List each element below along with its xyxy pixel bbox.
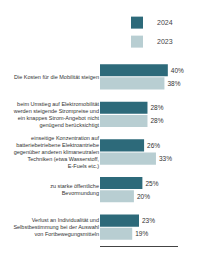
svg-text:25%: 25%: [145, 180, 158, 187]
svg-text:33%: 33%: [159, 155, 172, 162]
svg-text:Die Kosten für die Mobilität s: Die Kosten für die Mobilität steigen: [14, 74, 99, 80]
svg-text:Verlust an Individualität undS: Verlust an Individualität undSelbstbesti…: [13, 217, 99, 237]
svg-text:2023: 2023: [157, 38, 173, 45]
svg-text:zu starke öffentlicheBevormund: zu starke öffentlicheBevormundung: [50, 183, 99, 196]
svg-text:19%: 19%: [135, 230, 148, 237]
svg-text:26%: 26%: [147, 142, 160, 149]
svg-text:28%: 28%: [150, 117, 163, 124]
svg-text:40%: 40%: [171, 67, 184, 74]
svg-text:28%: 28%: [150, 104, 163, 111]
svg-text:einseitige Konzentration aufba: einseitige Konzentration aufbatteriebetr…: [14, 135, 100, 170]
svg-text:2024: 2024: [157, 19, 173, 26]
svg-text:20%: 20%: [137, 193, 150, 200]
svg-text:23%: 23%: [142, 217, 155, 224]
svg-text:38%: 38%: [167, 80, 180, 87]
svg-text:beim Umstieg auf Elektromobili: beim Umstieg auf Elektromobilitätwerden …: [13, 101, 100, 128]
